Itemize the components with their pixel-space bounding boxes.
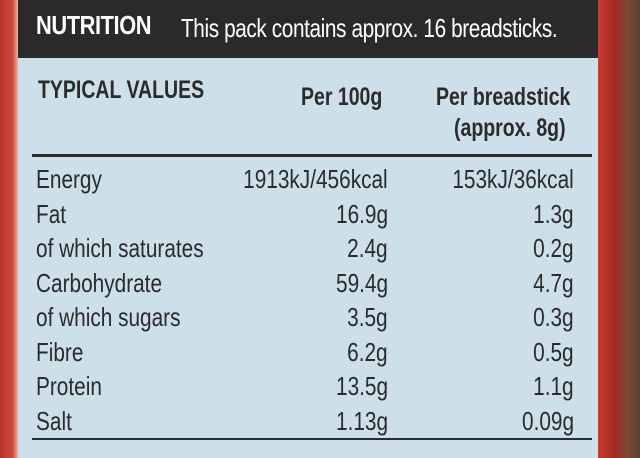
nutrient-row: of which saturates 2.4g 0.2g	[18, 233, 598, 267]
value-per-100g: 13.5g	[335, 371, 388, 401]
nutrient-row: Carbohydrate 59.4g 4.7g	[18, 268, 598, 302]
pack-contents-note: This pack contains approx. 16 breadstick…	[181, 13, 558, 43]
column-header-typical-values: TYPICAL VALUES	[38, 76, 205, 104]
value-per-breadstick: 0.2g	[533, 233, 574, 263]
footer-divider	[32, 438, 592, 440]
nutrient-name: of which saturates	[36, 233, 204, 263]
nutrient-row: Fibre 6.2g 0.5g	[18, 337, 598, 371]
packaging-edge-left	[0, 0, 18, 458]
nutrient-name: Energy	[36, 164, 102, 194]
nutrient-name: of which sugars	[36, 302, 181, 332]
column-header-per-100g: Per 100g	[301, 83, 383, 111]
nutrition-header: NUTRITION This pack contains approx. 16 …	[18, 0, 598, 58]
value-per-breadstick: 0.09g	[521, 405, 574, 436]
value-per-100g: 16.9g	[335, 198, 388, 229]
value-per-100g: 59.4g	[335, 267, 388, 298]
nutrient-name: Salt	[36, 405, 72, 436]
value-per-100g: 3.5g	[347, 302, 388, 332]
nutrition-label: NUTRITION This pack contains approx. 16 …	[18, 0, 598, 458]
value-per-breadstick: 153kJ/36kcal	[452, 164, 574, 194]
nutrient-row: of which sugars 3.5g 0.3g	[18, 302, 598, 336]
nutrient-row: Fat 16.9g 1.3g	[18, 199, 598, 233]
nutrient-row: Energy 1913kJ/456kcal 153kJ/36kcal	[18, 164, 598, 198]
header-divider	[32, 154, 592, 157]
nutrient-row: Salt 1.13g 0.09g	[18, 406, 598, 440]
value-per-breadstick: 1.1g	[533, 371, 574, 401]
value-per-breadstick: 0.5g	[533, 336, 574, 367]
nutrient-name: Carbohydrate	[36, 267, 163, 298]
packaging-edge-right	[598, 0, 640, 458]
nutrient-name: Fat	[36, 198, 67, 229]
nutrient-name: Fibre	[36, 336, 84, 367]
value-per-100g: 6.2g	[347, 336, 388, 367]
nutrient-name: Protein	[36, 371, 102, 401]
value-per-breadstick: 0.3g	[533, 302, 574, 332]
value-per-breadstick: 1.3g	[533, 198, 574, 229]
nutrition-title: NUTRITION	[36, 10, 152, 40]
value-per-100g: 1913kJ/456kcal	[243, 164, 388, 194]
column-header-per-breadstick: Per breadstick	[436, 83, 571, 111]
column-header-portion-size: (approx. 8g)	[454, 114, 566, 142]
value-per-100g: 1.13g	[335, 405, 388, 436]
value-per-breadstick: 4.7g	[533, 267, 574, 298]
value-per-100g: 2.4g	[347, 233, 388, 263]
nutrient-row: Protein 13.5g 1.1g	[18, 371, 598, 405]
